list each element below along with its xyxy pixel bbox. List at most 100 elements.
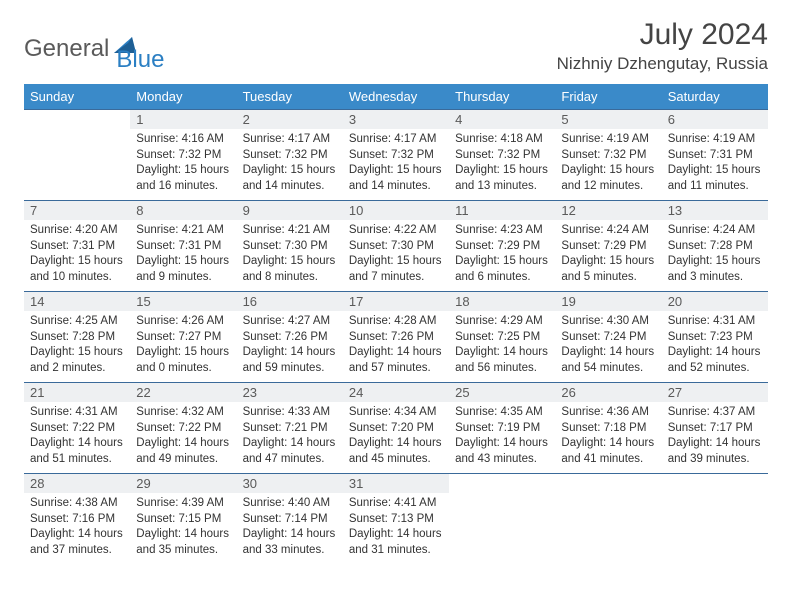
day-detail-line: Daylight: 15 hours: [668, 254, 762, 270]
day-detail-line: Sunset: 7:31 PM: [30, 239, 124, 255]
day-detail-line: and 52 minutes.: [668, 361, 762, 377]
day-details: Sunrise: 4:29 AMSunset: 7:25 PMDaylight:…: [449, 311, 555, 382]
day-detail-line: Sunset: 7:27 PM: [136, 330, 230, 346]
day-cell: Sunrise: 4:28 AMSunset: 7:26 PMDaylight:…: [343, 311, 449, 383]
day-detail-line: Sunset: 7:26 PM: [243, 330, 337, 346]
day-details: Sunrise: 4:25 AMSunset: 7:28 PMDaylight:…: [24, 311, 130, 382]
day-cell: Sunrise: 4:19 AMSunset: 7:31 PMDaylight:…: [662, 129, 768, 201]
day-cell: [449, 493, 555, 564]
day-cell: Sunrise: 4:22 AMSunset: 7:30 PMDaylight:…: [343, 220, 449, 292]
day-detail-line: Daylight: 14 hours: [349, 527, 443, 543]
day-details: Sunrise: 4:31 AMSunset: 7:23 PMDaylight:…: [662, 311, 768, 382]
day-number: 2: [243, 112, 250, 127]
day-cell: Sunrise: 4:21 AMSunset: 7:31 PMDaylight:…: [130, 220, 236, 292]
day-detail-line: Daylight: 14 hours: [30, 527, 124, 543]
day-details: Sunrise: 4:17 AMSunset: 7:32 PMDaylight:…: [343, 129, 449, 200]
day-number: 30: [243, 476, 257, 491]
day-detail-line: and 13 minutes.: [455, 179, 549, 195]
day-number-cell: 15: [130, 292, 236, 312]
day-details: Sunrise: 4:26 AMSunset: 7:27 PMDaylight:…: [130, 311, 236, 382]
day-detail-line: Sunset: 7:14 PM: [243, 512, 337, 528]
day-detail-line: and 59 minutes.: [243, 361, 337, 377]
day-detail-line: Daylight: 14 hours: [136, 527, 230, 543]
day-detail-line: Daylight: 15 hours: [561, 254, 655, 270]
day-detail-line: and 43 minutes.: [455, 452, 549, 468]
day-cell: Sunrise: 4:30 AMSunset: 7:24 PMDaylight:…: [555, 311, 661, 383]
day-detail-line: Sunset: 7:32 PM: [349, 148, 443, 164]
day-content-row: Sunrise: 4:38 AMSunset: 7:16 PMDaylight:…: [24, 493, 768, 564]
day-number-cell: 11: [449, 201, 555, 221]
day-details: Sunrise: 4:23 AMSunset: 7:29 PMDaylight:…: [449, 220, 555, 291]
day-cell: Sunrise: 4:20 AMSunset: 7:31 PMDaylight:…: [24, 220, 130, 292]
day-detail-line: and 5 minutes.: [561, 270, 655, 286]
day-cell: Sunrise: 4:29 AMSunset: 7:25 PMDaylight:…: [449, 311, 555, 383]
day-number-cell: 3: [343, 110, 449, 130]
day-cell: [24, 129, 130, 201]
day-number: 25: [455, 385, 469, 400]
day-number: 9: [243, 203, 250, 218]
day-detail-line: and 8 minutes.: [243, 270, 337, 286]
day-details: Sunrise: 4:32 AMSunset: 7:22 PMDaylight:…: [130, 402, 236, 473]
day-detail-line: Sunrise: 4:37 AM: [668, 405, 762, 421]
day-detail-line: and 54 minutes.: [561, 361, 655, 377]
day-number: 21: [30, 385, 44, 400]
day-number: 10: [349, 203, 363, 218]
day-detail-line: Daylight: 14 hours: [561, 436, 655, 452]
day-detail-line: Daylight: 15 hours: [136, 163, 230, 179]
day-detail-line: Sunset: 7:25 PM: [455, 330, 549, 346]
day-cell: Sunrise: 4:31 AMSunset: 7:22 PMDaylight:…: [24, 402, 130, 474]
weekday-header: Tuesday: [237, 84, 343, 110]
day-cell: Sunrise: 4:36 AMSunset: 7:18 PMDaylight:…: [555, 402, 661, 474]
day-cell: Sunrise: 4:31 AMSunset: 7:23 PMDaylight:…: [662, 311, 768, 383]
day-number: 22: [136, 385, 150, 400]
day-details: Sunrise: 4:24 AMSunset: 7:29 PMDaylight:…: [555, 220, 661, 291]
day-cell: Sunrise: 4:40 AMSunset: 7:14 PMDaylight:…: [237, 493, 343, 564]
day-detail-line: Sunrise: 4:35 AM: [455, 405, 549, 421]
day-detail-line: Daylight: 14 hours: [349, 436, 443, 452]
day-detail-line: and 14 minutes.: [349, 179, 443, 195]
day-detail-line: Daylight: 15 hours: [455, 163, 549, 179]
day-cell: Sunrise: 4:21 AMSunset: 7:30 PMDaylight:…: [237, 220, 343, 292]
day-number-cell: 14: [24, 292, 130, 312]
day-detail-line: and 10 minutes.: [30, 270, 124, 286]
day-detail-line: Sunset: 7:29 PM: [561, 239, 655, 255]
day-cell: Sunrise: 4:25 AMSunset: 7:28 PMDaylight:…: [24, 311, 130, 383]
day-detail-line: and 3 minutes.: [668, 270, 762, 286]
weekday-header: Monday: [130, 84, 236, 110]
day-detail-line: Sunset: 7:24 PM: [561, 330, 655, 346]
title-block: July 2024 Nizhniy Dzhengutay, Russia: [557, 18, 768, 74]
day-detail-line: Sunrise: 4:36 AM: [561, 405, 655, 421]
day-detail-line: and 45 minutes.: [349, 452, 443, 468]
day-content-row: Sunrise: 4:25 AMSunset: 7:28 PMDaylight:…: [24, 311, 768, 383]
day-detail-line: and 57 minutes.: [349, 361, 443, 377]
daynum-row: 28293031: [24, 474, 768, 494]
day-details: Sunrise: 4:30 AMSunset: 7:24 PMDaylight:…: [555, 311, 661, 382]
day-details: Sunrise: 4:40 AMSunset: 7:14 PMDaylight:…: [237, 493, 343, 564]
day-detail-line: Daylight: 15 hours: [455, 254, 549, 270]
day-number-cell: 2: [237, 110, 343, 130]
logo-text-blue: Blue: [116, 46, 164, 74]
day-number-cell: [24, 110, 130, 130]
day-detail-line: Sunrise: 4:27 AM: [243, 314, 337, 330]
day-detail-line: Daylight: 15 hours: [30, 345, 124, 361]
day-number-cell: 30: [237, 474, 343, 494]
day-number: 31: [349, 476, 363, 491]
day-detail-line: Sunset: 7:21 PM: [243, 421, 337, 437]
day-detail-line: Daylight: 15 hours: [668, 163, 762, 179]
day-detail-line: Sunset: 7:32 PM: [455, 148, 549, 164]
day-cell: Sunrise: 4:37 AMSunset: 7:17 PMDaylight:…: [662, 402, 768, 474]
day-detail-line: Sunrise: 4:16 AM: [136, 132, 230, 148]
day-cell: [555, 493, 661, 564]
day-number: 24: [349, 385, 363, 400]
day-cell: Sunrise: 4:34 AMSunset: 7:20 PMDaylight:…: [343, 402, 449, 474]
day-number-cell: 8: [130, 201, 236, 221]
daynum-row: 21222324252627: [24, 383, 768, 403]
day-cell: Sunrise: 4:17 AMSunset: 7:32 PMDaylight:…: [343, 129, 449, 201]
day-number-cell: 21: [24, 383, 130, 403]
day-detail-line: and 16 minutes.: [136, 179, 230, 195]
day-detail-line: Sunset: 7:13 PM: [349, 512, 443, 528]
day-number-cell: 6: [662, 110, 768, 130]
day-number: 13: [668, 203, 682, 218]
day-details: Sunrise: 4:24 AMSunset: 7:28 PMDaylight:…: [662, 220, 768, 291]
day-cell: Sunrise: 4:16 AMSunset: 7:32 PMDaylight:…: [130, 129, 236, 201]
